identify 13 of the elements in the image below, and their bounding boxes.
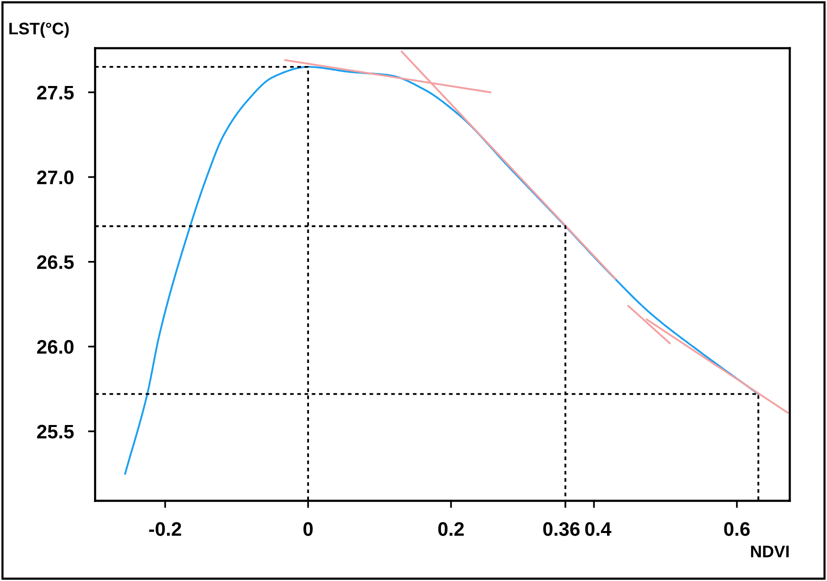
y-axis-title: LST(°C) (9, 22, 69, 38)
x-tick-label: -0.2 (149, 522, 182, 536)
x-tick-label: 0.6 (724, 522, 750, 536)
y-tick-label: 25.5 (37, 424, 74, 439)
x-tick-label: 0.36 (543, 522, 580, 536)
y-tick-label: 27.5 (37, 86, 74, 100)
x-tick-label: 0.2 (438, 522, 464, 536)
x-axis-title: NDVI (751, 546, 789, 558)
x-tick-label: 0 (303, 522, 313, 536)
x-tick-label: 0.4 (585, 522, 612, 536)
y-tick-label: 27.0 (37, 170, 74, 184)
y-tick-label: 26.5 (37, 255, 74, 270)
y-tick-label: 26.0 (37, 340, 74, 354)
